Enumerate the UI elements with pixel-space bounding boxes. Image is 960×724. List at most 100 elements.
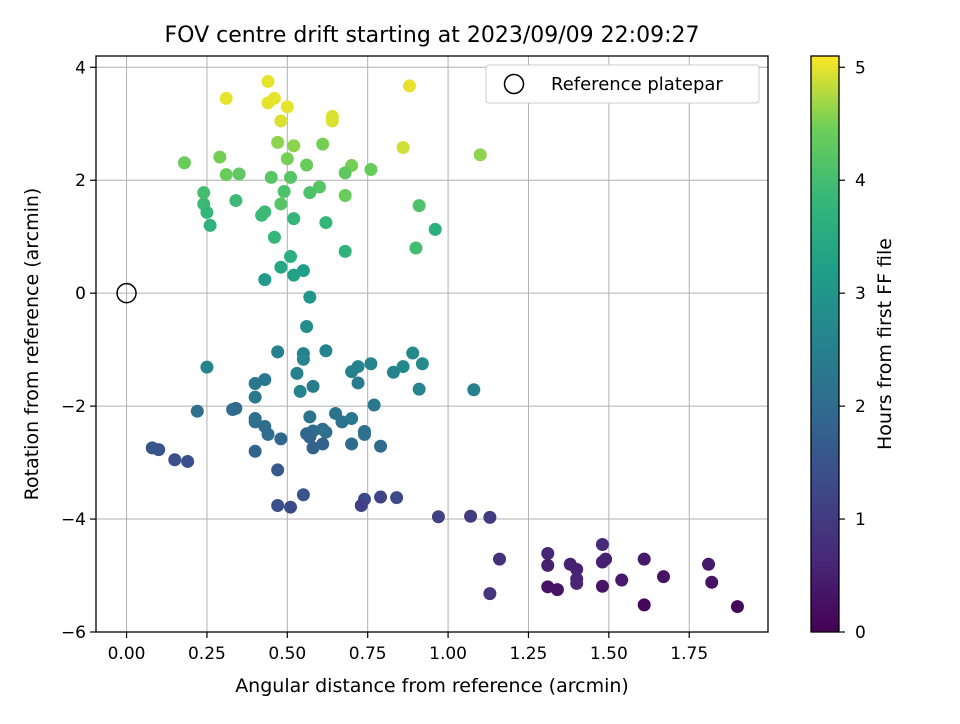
y-tick-label: 2 [75,171,86,191]
data-point [374,490,388,504]
data-point [152,443,166,457]
data-point [261,74,275,88]
data-point [274,432,288,446]
data-point [303,186,317,200]
data-point [267,230,281,244]
data-point [702,557,716,571]
reference-platepar-marker [116,282,137,304]
data-point [306,441,320,455]
data-point [570,576,584,590]
data-point [200,205,214,219]
data-point [306,379,320,393]
y-tick-label: −4 [61,510,86,530]
data-point [396,140,410,154]
data-point [467,383,481,397]
y-tick-label: 0 [75,284,86,304]
data-point [267,91,281,105]
data-point [431,510,445,524]
data-point [483,510,497,524]
data-point [271,463,285,477]
data-point [428,222,442,236]
data-point [213,150,227,164]
data-point [300,158,314,172]
data-point [280,100,294,114]
data-point [232,167,246,181]
data-point [402,79,416,93]
y-tick-label: −2 [61,397,86,417]
data-point [730,600,744,614]
plot-frame [95,55,769,633]
data-point [264,170,278,184]
data-point [277,185,291,199]
data-point [274,260,288,274]
data-point [483,587,497,601]
x-tick-label: 1.00 [429,644,467,664]
data-point [312,180,326,194]
x-tick-label: 0.00 [108,644,146,664]
data-point [357,427,371,441]
data-point [406,346,420,360]
data-point [284,249,298,263]
data-point [390,491,404,505]
data-point [168,453,182,467]
data-point [248,377,262,391]
legend: Reference platepar [485,64,760,104]
data-point [657,570,671,584]
data-point [345,437,359,451]
x-tick-label: 1.50 [590,644,628,664]
data-point [338,166,352,180]
data-point [271,499,285,513]
data-point [248,390,262,404]
colorbar-tick-label: 3 [855,284,866,304]
data-point [364,357,378,371]
data-point [303,410,317,424]
colorbar-tick-label: 2 [855,397,866,417]
data-point [415,357,429,371]
data-point [255,208,269,222]
data-point [386,365,400,379]
data-point [181,454,195,468]
grid-lines [96,56,768,633]
data-point [409,241,423,255]
data-point [248,444,262,458]
data-point [296,488,310,502]
x-tick-label: 0.75 [349,644,387,664]
data-point [705,575,719,589]
data-point [258,273,272,287]
x-tick-label: 0.50 [268,644,306,664]
data-point [271,345,285,359]
data-point [335,415,349,429]
colorbar-tick-label: 0 [855,623,866,643]
data-point [345,365,359,379]
data-point [190,404,204,418]
data-point [338,244,352,258]
y-tick-label: 4 [75,58,86,78]
data-point [319,216,333,230]
colorbar-tick-label: 1 [855,510,866,530]
data-point [303,290,317,304]
data-point [367,398,381,412]
y-tick-label: −6 [61,623,86,643]
data-point [177,156,191,170]
data-point [271,135,285,149]
colorbar-tick-label: 4 [855,171,866,191]
data-point [296,352,310,366]
colorbar-label: Hours from first FF file [874,238,896,450]
data-point [248,415,262,429]
data-point [229,194,243,208]
legend-marker-reference [503,73,525,95]
y-axis-ticks: 4 2 0 −2 −4 −6 [61,58,96,643]
x-tick-label: 1.75 [670,644,708,664]
data-point [637,552,651,566]
data-point [280,152,294,166]
data-point [541,558,555,572]
data-point [287,212,301,226]
data-point [274,114,288,128]
data-point [287,139,301,153]
legend-box [485,64,760,104]
data-point [550,583,564,597]
x-tick-label: 0.25 [188,644,226,664]
data-point [203,218,217,232]
